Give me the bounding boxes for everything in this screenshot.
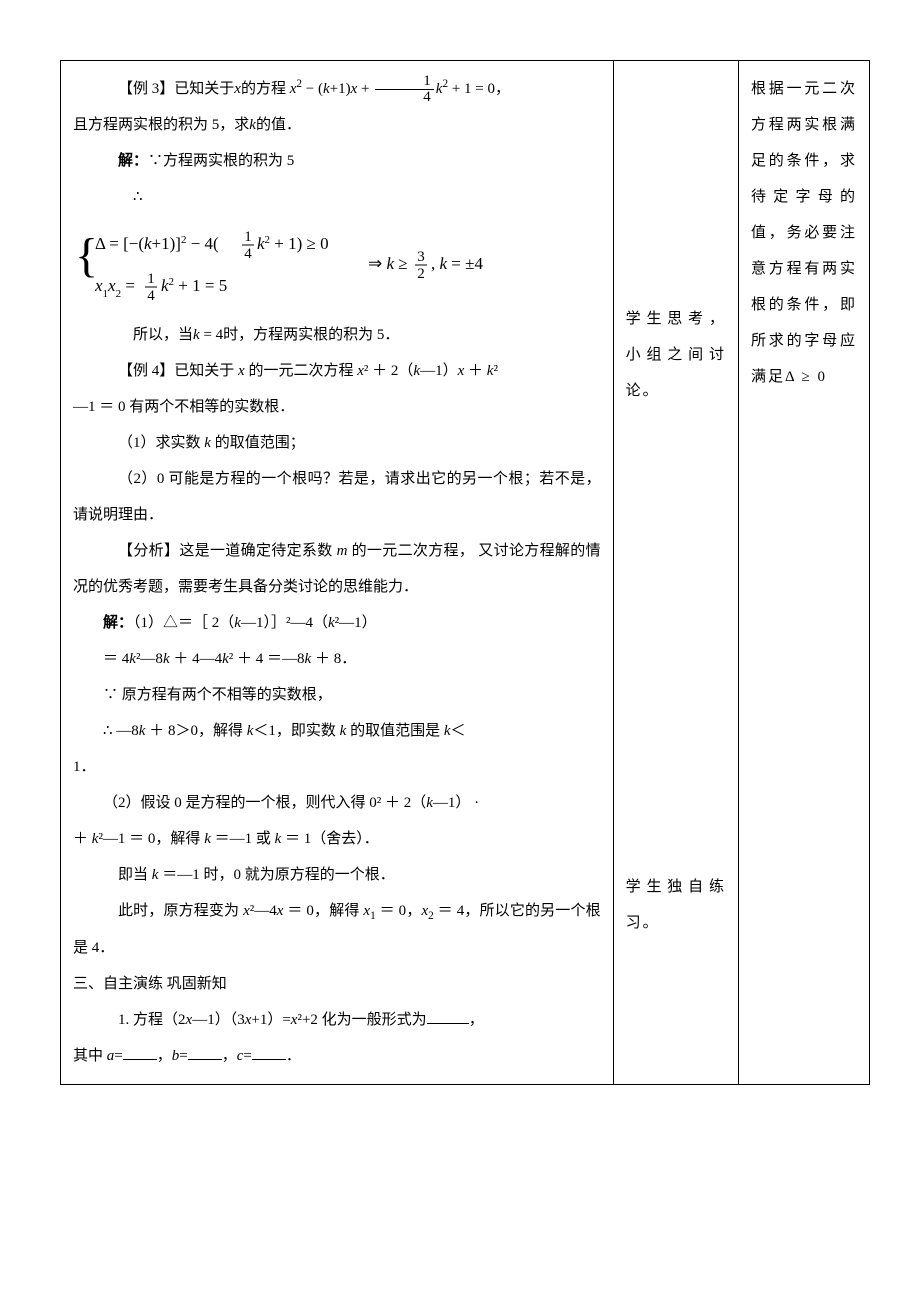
ex4-sol-3: ∵ 原方程有两个不相等的实数根， (73, 677, 601, 713)
blank-b (188, 1044, 222, 1060)
svg-text:3: 3 (417, 249, 425, 265)
svg-text:k2 + 1 = 5: k2 + 1 = 5 (161, 276, 227, 295)
svg-text:k2 + 1) ≥ 0: k2 + 1) ≥ 0 (257, 234, 329, 253)
ex4-line1: 【例 4】已知关于 x 的一元二次方程 x² ＋ 2（k—1）x ＋ k² (73, 353, 601, 389)
ex3-conclusion: 所以，当k = 4时，方程两实根的积为 5． (73, 317, 601, 353)
svg-text:Δ = [−(k+1)]2 − 4(: Δ = [−(k+1)]2 − 4( (95, 234, 219, 253)
svg-text:x1x2 =: x1x2 = (94, 276, 135, 300)
ex4-analysis: 【分析】这是一道确定待定系数 m 的一元二次方程， 又讨论方程解的情况的优秀考题… (73, 533, 601, 605)
section3-title: 三、自主演练 巩固新知 (73, 966, 601, 1002)
note-cell: 根据一元二次方程两实根满足的条件，求待定字母的值，务必要注意方程有两实根的条件，… (738, 61, 869, 1085)
ex3-line1: 【例 3】已知关于x的方程 x2 − (k+1)x + 14k2 + 1 = 0… (73, 71, 601, 107)
svg-text:4: 4 (244, 246, 252, 262)
ex4-q2: （2）0 可能是方程的一个根吗？若是，请求出它的另一个根；若不是，请说明理由． (73, 461, 601, 533)
ex3-therefore: ∴ (73, 179, 601, 215)
practice-q1-tail: 其中 a=，b=，c=． (73, 1038, 601, 1074)
ex4-sol-9: 此时，原方程变为 x²—4x ＝ 0，解得 x1 ＝ 0，x2 ＝ 4，所以它的… (73, 893, 601, 966)
ex3-system-svg: { Δ = [−(k+1)]2 − 4( 1 4 k2 + 1) ≥ 0 x1x… (73, 221, 533, 311)
practice-q1: 1. 方程（2x—1）（3x+1）=x²+2 化为一般形式为， (73, 1002, 601, 1038)
note-text: 根据一元二次方程两实根满足的条件，求待定字母的值，务必要注意方程有两实根的条件，… (751, 71, 857, 395)
svg-text:, k = ±4: , k = ±4 (431, 254, 483, 273)
ex3-title: 【例 3】 (118, 81, 174, 97)
svg-text:2: 2 (417, 266, 425, 282)
svg-text:1: 1 (147, 271, 155, 287)
ex4-sol-2: ＝ 4k²—8k ＋ 4—4k² ＋ 4 ＝—8k ＋ 8． (73, 641, 601, 677)
svg-text:1: 1 (244, 229, 252, 245)
main-content-cell: 【例 3】已知关于x的方程 x2 − (k+1)x + 14k2 + 1 = 0… (61, 61, 614, 1085)
blank-a (123, 1044, 157, 1060)
ex4-q1: （1）求实数 k 的取值范围； (73, 425, 601, 461)
activity-cell: 学生思考，小组之间讨论。 学生独自练习。 (613, 61, 738, 1085)
activity-2: 学生独自练习。 (626, 869, 726, 941)
ex4-sol-6: （2）假设 0 是方程的一个根，则代入得 0² ＋ 2（k—1） · (73, 785, 601, 821)
ex4-sol-7: ＋ k²—1 ＝ 0，解得 k ＝—1 或 k ＝ 1（舍去）． (73, 821, 601, 857)
activity-1: 学生思考，小组之间讨论。 (626, 301, 726, 409)
ex3-sol-1: 解：∵方程两实根的积为 5 (73, 143, 601, 179)
lesson-table: 【例 3】已知关于x的方程 x2 − (k+1)x + 14k2 + 1 = 0… (60, 60, 870, 1085)
note-delta: Δ ≥ 0 (785, 369, 827, 385)
svg-text:⇒ k ≥: ⇒ k ≥ (368, 254, 408, 273)
ex3-equation: x2 − (k+1)x + 14k2 + 1 = 0 (290, 81, 495, 97)
blank-general-form (427, 1008, 469, 1024)
ex4-sol-1: 解：（1）△＝［ 2（k—1）］²—4（k²—1） (73, 605, 601, 641)
ex4-sol-4: ∴ —8k ＋ 8＞0，解得 k＜1，即实数 k 的取值范围是 k＜ (73, 713, 601, 749)
ex4-line2: —1 ＝ 0 有两个不相等的实数根． (73, 389, 601, 425)
blank-c (252, 1044, 286, 1060)
ex3-line2: 且方程两实根的积为 5，求k的值． (73, 107, 601, 143)
svg-text:4: 4 (147, 288, 155, 304)
ex4-sol-8: 即当 k ＝—1 时，0 就为原方程的一个根． (73, 857, 601, 893)
ex4-sol-5: 1． (73, 749, 601, 785)
